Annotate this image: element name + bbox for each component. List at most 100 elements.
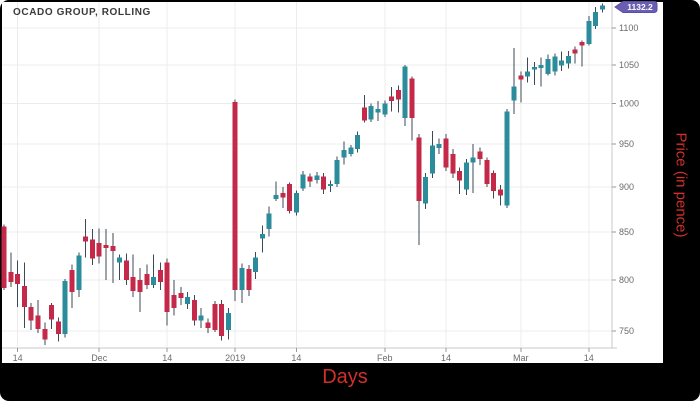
candle-body bbox=[361, 107, 367, 121]
candle-body bbox=[348, 147, 354, 155]
candle-body bbox=[504, 111, 510, 206]
candle-body bbox=[450, 154, 456, 174]
candle bbox=[307, 173, 313, 187]
tick-labels: 750 800 850 900 950 1000 1050 1100 14 Dec 14 2019 14… bbox=[13, 23, 639, 363]
candle bbox=[334, 156, 340, 187]
y-axis-tick-label: 800 bbox=[619, 275, 634, 285]
candle-body bbox=[219, 304, 225, 337]
candle-body bbox=[103, 245, 109, 248]
candle bbox=[409, 76, 415, 141]
candle-body bbox=[491, 172, 497, 192]
candle bbox=[205, 318, 211, 334]
candle bbox=[518, 71, 524, 103]
candle bbox=[191, 294, 197, 326]
badge-price-label: 1132.2 bbox=[627, 2, 653, 12]
candle bbox=[429, 130, 435, 179]
candle bbox=[470, 144, 476, 193]
candle bbox=[321, 172, 327, 194]
candle-body bbox=[477, 151, 483, 160]
candle bbox=[144, 264, 150, 289]
y-axis-tick-label: 900 bbox=[619, 182, 634, 192]
candle-body bbox=[239, 268, 245, 290]
candle bbox=[280, 186, 286, 209]
candle-body bbox=[402, 66, 408, 118]
candle-body bbox=[280, 192, 286, 198]
candle-body bbox=[552, 56, 558, 72]
candle bbox=[375, 101, 381, 122]
candle bbox=[266, 206, 272, 237]
candle bbox=[96, 228, 102, 264]
chart-title: OCADO GROUP, ROLLING bbox=[13, 7, 151, 18]
candle-body bbox=[375, 109, 381, 113]
candle-body bbox=[1, 226, 7, 288]
candle-body bbox=[497, 189, 503, 196]
candle-body bbox=[565, 55, 571, 64]
candle-body bbox=[83, 236, 89, 242]
candle bbox=[164, 258, 170, 326]
candle-body bbox=[599, 5, 605, 10]
candle bbox=[531, 61, 537, 85]
candle bbox=[171, 279, 177, 316]
candle bbox=[185, 291, 191, 310]
candle bbox=[273, 181, 279, 201]
x-axis-tick-label: Feb bbox=[377, 353, 393, 363]
candle bbox=[572, 46, 578, 64]
candle-body bbox=[117, 257, 123, 263]
candle bbox=[593, 6, 599, 29]
candle bbox=[552, 53, 558, 76]
candle-body bbox=[123, 260, 129, 280]
candle-body bbox=[443, 138, 449, 168]
candle-body bbox=[293, 192, 299, 213]
candle bbox=[389, 87, 395, 112]
y-axis-tick-label: 1050 bbox=[619, 60, 639, 70]
candle-body bbox=[518, 75, 524, 80]
candle-body bbox=[382, 103, 388, 115]
candle bbox=[259, 225, 265, 253]
candle-body bbox=[572, 49, 578, 54]
candle bbox=[15, 260, 21, 308]
candle-body bbox=[586, 21, 592, 45]
candle-body bbox=[484, 160, 490, 185]
candle-body bbox=[416, 137, 422, 201]
candle bbox=[42, 322, 48, 345]
candle bbox=[89, 229, 95, 266]
candle-body bbox=[341, 149, 347, 158]
candle-body bbox=[314, 175, 320, 180]
candle bbox=[341, 141, 347, 165]
candle bbox=[157, 262, 163, 290]
candle-body bbox=[110, 246, 116, 251]
x-axis-title: Days bbox=[322, 366, 368, 388]
candle bbox=[559, 51, 565, 71]
candle-body bbox=[185, 296, 191, 305]
candle bbox=[416, 134, 422, 246]
candle bbox=[525, 57, 531, 83]
candle-body bbox=[55, 321, 61, 335]
candle-body bbox=[157, 270, 163, 282]
candle bbox=[1, 224, 7, 290]
candle-body bbox=[409, 78, 415, 118]
candle bbox=[545, 54, 551, 76]
x-axis-tick-label: Mar bbox=[513, 353, 529, 363]
candle bbox=[232, 99, 238, 301]
candle bbox=[511, 47, 517, 114]
candle-body bbox=[137, 279, 143, 292]
candle-body bbox=[545, 58, 551, 75]
x-axis-tick-label: 14 bbox=[291, 353, 301, 363]
candle bbox=[599, 3, 605, 13]
candle bbox=[497, 185, 503, 206]
candle bbox=[69, 264, 75, 309]
candle bbox=[327, 180, 333, 193]
candle-body bbox=[579, 41, 585, 46]
candle bbox=[253, 251, 259, 279]
y-axis-title: Price (in pence) bbox=[672, 132, 690, 238]
candle bbox=[117, 254, 123, 280]
y-axis-tick-label: 1000 bbox=[619, 99, 639, 109]
candle-body bbox=[164, 262, 170, 313]
candle bbox=[348, 144, 354, 157]
candle-body bbox=[28, 307, 34, 321]
candle-body bbox=[423, 177, 429, 204]
candle-body bbox=[225, 313, 231, 330]
candle-body bbox=[8, 272, 14, 282]
y-axis-tick-label: 1100 bbox=[619, 23, 638, 33]
